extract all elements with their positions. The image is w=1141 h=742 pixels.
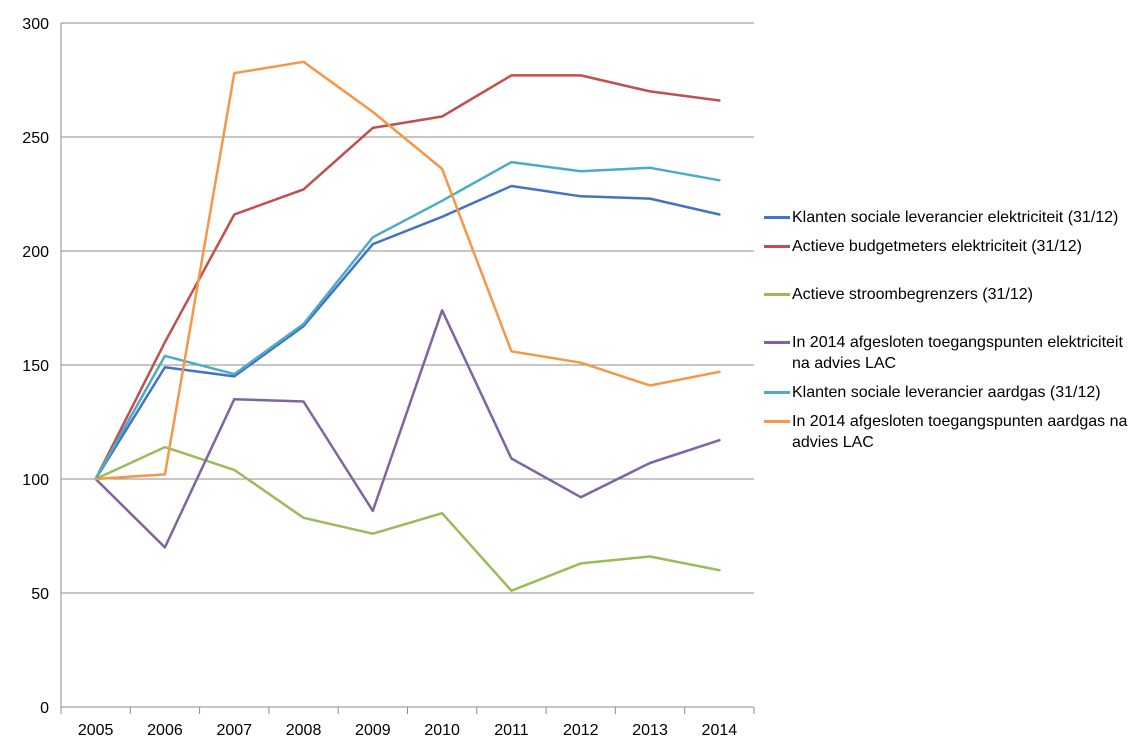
legend-swatch [764, 420, 790, 423]
x-tick-label: 2008 [286, 722, 322, 739]
legend-swatch [764, 293, 790, 296]
legend-label: Actieve stroombegrenzers (31/12) [792, 286, 1033, 303]
y-tick-label: 0 [40, 700, 49, 717]
series-line-3 [94, 445, 721, 592]
legend-label: Actieve budgetmeters elektriciteit (31/1… [792, 238, 1082, 255]
legend-label: Klanten sociale leverancier elektricitei… [792, 209, 1119, 226]
x-tick-label: 2006 [147, 722, 183, 739]
y-tick-label: 100 [22, 472, 49, 489]
series-line-4 [94, 309, 721, 549]
y-tick-label: 250 [22, 130, 49, 147]
legend-item: Actieve stroombegrenzers (31/12) [764, 284, 1134, 305]
legend-label: In 2014 afgesloten toegangspunten elektr… [792, 334, 1123, 372]
legend-swatch [764, 391, 790, 394]
y-axis-tick-labels: 0 50 100 150 200 250 300 [22, 16, 49, 717]
legend-item: In 2014 afgesloten toegangspunten aardga… [764, 411, 1134, 453]
x-tick-label: 2005 [78, 722, 114, 739]
series-line-1 [94, 184, 721, 481]
series-line-5 [94, 160, 721, 481]
x-axis: 2005 2006 2007 2008 2009 2010 2011 2012 2013 2014 [60, 23, 755, 739]
x-tick-label: 2012 [563, 722, 599, 739]
x-tick-label: 2009 [355, 722, 391, 739]
y-tick-label: 300 [22, 16, 49, 33]
legend-swatch [764, 341, 790, 344]
legend-item: In 2014 afgesloten toegangspunten elektr… [764, 332, 1134, 374]
legend-label: In 2014 afgesloten toegangspunten aardga… [792, 413, 1128, 451]
x-tick-label: 2010 [424, 722, 460, 739]
legend-swatch [764, 216, 790, 219]
gridlines [61, 22, 754, 594]
x-tick-label: 2013 [632, 722, 668, 739]
x-tick-label: 2007 [216, 722, 252, 739]
legend-swatch [764, 245, 790, 248]
series-line-2 [94, 74, 721, 481]
legend-label: Klanten sociale leverancier aardgas (31/… [792, 384, 1101, 401]
x-tick-label: 2014 [702, 722, 738, 739]
series-line-6 [94, 60, 721, 481]
y-tick-label: 150 [22, 358, 49, 375]
y-tick-label: 50 [31, 586, 49, 603]
legend-item: Klanten sociale leverancier elektricitei… [764, 207, 1134, 228]
legend: Klanten sociale leverancier elektricitei… [764, 207, 1134, 453]
x-tick-label: 2011 [494, 722, 529, 739]
legend-item: Actieve budgetmeters elektriciteit (31/1… [764, 236, 1134, 257]
y-tick-label: 200 [22, 244, 49, 261]
series-lines [94, 60, 721, 592]
legend-item: Klanten sociale leverancier aardgas (31/… [764, 382, 1134, 403]
